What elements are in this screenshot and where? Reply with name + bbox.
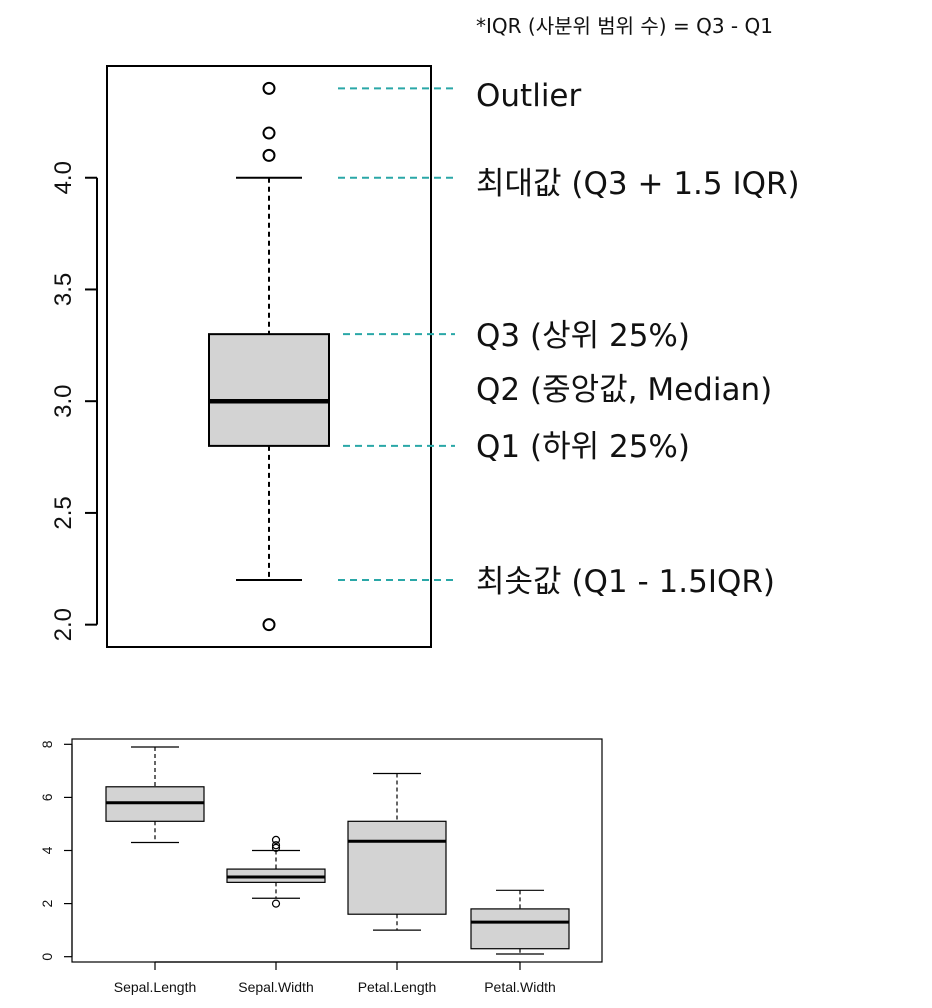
outlier-point xyxy=(262,618,276,632)
iqr-box xyxy=(470,908,570,950)
iqr-note: *IQR (사분위 범위 수) = Q3 - Q1 xyxy=(476,14,773,38)
iris-boxplot: 0 2 4 6 8 Sepal.Length Sepal.Width Petal.Length… xyxy=(39,738,603,995)
x-tick-label: Petal.Length xyxy=(358,979,437,995)
x-tick-label: Sepal.Width xyxy=(238,979,313,995)
annotation-leaders xyxy=(338,87,455,581)
plot-frame xyxy=(106,65,432,648)
outlier-point xyxy=(262,148,276,162)
y-tick-label: 6 xyxy=(39,793,55,801)
outlier-point xyxy=(262,126,276,140)
x-tick-label: Petal.Width xyxy=(484,979,556,995)
y-tick-label: 8 xyxy=(39,740,55,748)
outlier-point xyxy=(271,841,281,850)
y-tick-label: 4.0 xyxy=(50,161,77,194)
y-tick-label: 3.0 xyxy=(50,385,77,418)
annotation-q2: Q2 (중앙값, Median) xyxy=(476,372,772,408)
y-tick-label: 4 xyxy=(39,846,55,854)
y-tick-label: 2.5 xyxy=(50,496,77,529)
annotation-outlier: Outlier xyxy=(476,78,582,114)
annotation-min: 최솟값 (Q1 - 1.5IQR) xyxy=(476,564,775,600)
y-tick-label: 3.5 xyxy=(50,273,77,306)
main-boxplot: 2.0 2.5 3.0 3.5 4.0 xyxy=(50,65,432,648)
iqr-box xyxy=(347,820,447,915)
outlier-point xyxy=(262,81,276,95)
x-tick-label: Sepal.Length xyxy=(114,979,197,995)
y-tick-label: 0 xyxy=(39,953,55,961)
annotation-max: 최대값 (Q3 + 1.5 IQR) xyxy=(476,166,800,202)
iqr-box xyxy=(208,333,330,447)
y-tick-label: 2.0 xyxy=(50,608,77,641)
y-tick-label: 2 xyxy=(39,899,55,907)
annotation-q3: Q3 (상위 25%) xyxy=(476,318,690,354)
outlier-point xyxy=(271,899,281,908)
annotation-q1: Q1 (하위 25%) xyxy=(476,429,690,465)
outlier-point xyxy=(271,835,281,844)
outlier-point xyxy=(271,843,281,852)
